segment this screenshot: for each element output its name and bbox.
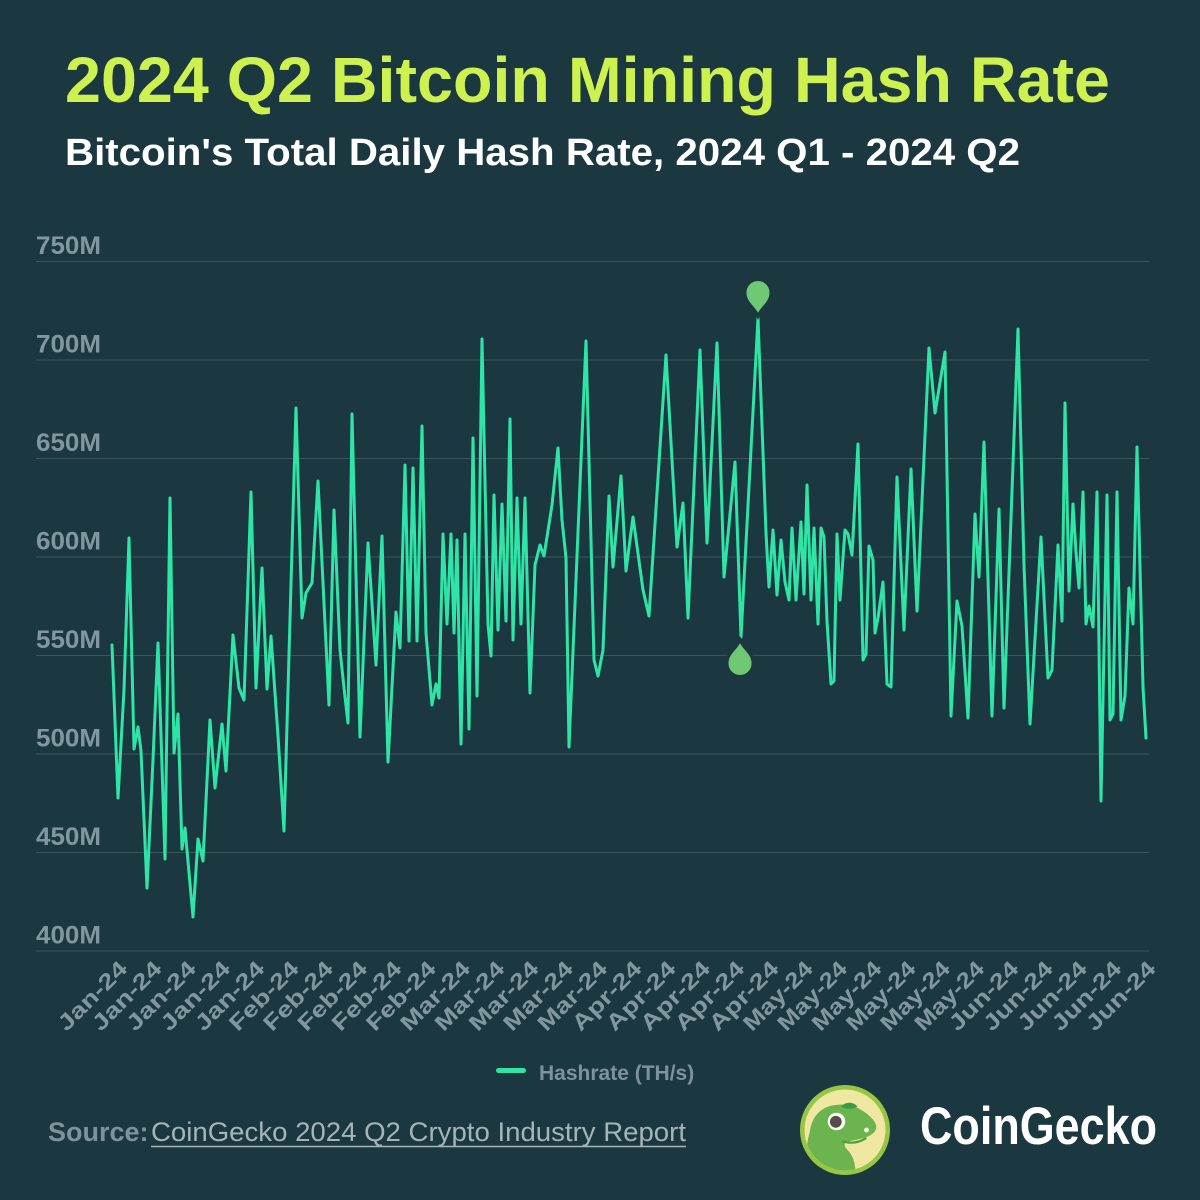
svg-text:CoinGecko: CoinGecko xyxy=(920,1097,1157,1156)
svg-text:CoinGecko 2024 Q2 Crypto Indus: CoinGecko 2024 Q2 Crypto Industry Report xyxy=(151,1117,687,1147)
svg-text:2024 Q2 Bitcoin Mining Hash Ra: 2024 Q2 Bitcoin Mining Hash Rate xyxy=(65,44,1110,116)
svg-text:550M: 550M xyxy=(36,626,101,654)
svg-text:Hashrate (TH/s): Hashrate (TH/s) xyxy=(539,1062,694,1085)
svg-text:600M: 600M xyxy=(36,528,101,556)
svg-text:500M: 500M xyxy=(36,725,101,753)
svg-text:450M: 450M xyxy=(36,823,101,851)
svg-text:650M: 650M xyxy=(36,429,101,457)
svg-text:750M: 750M xyxy=(36,232,101,260)
svg-text:Source:: Source: xyxy=(48,1117,149,1147)
svg-text:400M: 400M xyxy=(36,922,101,950)
svg-text:Bitcoin's Total Daily Hash Rat: Bitcoin's Total Daily Hash Rate, 2024 Q1… xyxy=(65,132,1020,174)
svg-text:700M: 700M xyxy=(36,331,101,359)
